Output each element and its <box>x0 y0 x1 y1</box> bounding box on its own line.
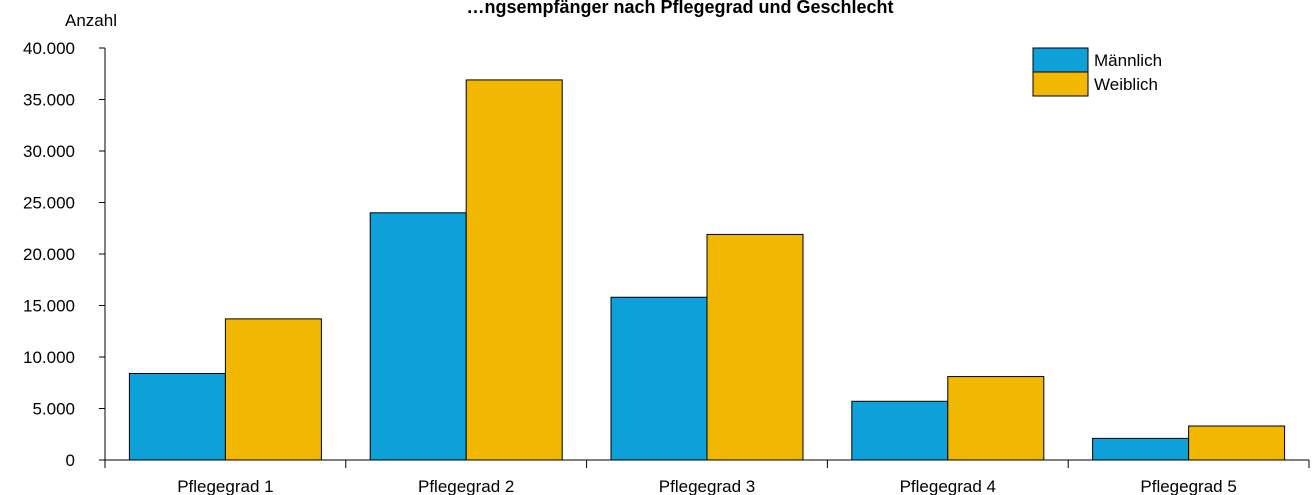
y-tick-label: 5.000 <box>32 400 75 419</box>
x-tick-label: Pflegegrad 2 <box>418 477 514 495</box>
y-tick-label: 30.000 <box>23 142 75 161</box>
legend-label: Männlich <box>1094 51 1162 70</box>
legend-label: Weiblich <box>1094 75 1158 94</box>
bar-weiblich-5 <box>1188 425 1286 461</box>
bar-m-nnlich-4 <box>851 400 949 461</box>
y-tick-label: 20.000 <box>23 245 75 264</box>
bars <box>128 79 1286 461</box>
y-tick-label: 10.000 <box>23 348 75 367</box>
x-tick-label: Pflegegrad 4 <box>900 477 996 495</box>
legend-swatch <box>1032 71 1089 97</box>
legend-swatch <box>1032 47 1089 73</box>
x-tick-label: Pflegegrad 5 <box>1140 477 1236 495</box>
chart-title: …ngsempfänger nach Pflegegrad und Geschl… <box>466 0 893 17</box>
bar-weiblich-2 <box>465 79 563 461</box>
y-axis: 0 5.000 10.000 15.000 20.000 25.000 30.000 35.0… <box>23 39 106 470</box>
y-tick-label: 15.000 <box>23 297 75 316</box>
bar-m-nnlich-2 <box>369 212 467 461</box>
x-tick-label: Pflegegrad 3 <box>659 477 755 495</box>
x-tick-label: Pflegegrad 1 <box>177 477 273 495</box>
y-tick-label: 25.000 <box>23 194 75 213</box>
legend: Männlich Weiblich <box>1032 47 1162 97</box>
y-tick-label: 35.000 <box>23 91 75 110</box>
bar-m-nnlich-1 <box>128 372 226 461</box>
bar-weiblich-4 <box>947 376 1045 461</box>
bar-m-nnlich-5 <box>1092 437 1190 461</box>
bar-m-nnlich-3 <box>610 296 708 461</box>
y-axis-label: Anzahl <box>65 11 117 30</box>
bar-weiblich-1 <box>224 318 322 461</box>
y-tick-label: 0 <box>66 451 75 470</box>
y-tick-label: 40.000 <box>23 39 75 58</box>
x-axis: Pflegegrad 1 Pflegegrad 2 Pflegegrad 3 Pfle… <box>104 459 1310 495</box>
bar-weiblich-3 <box>706 233 804 461</box>
